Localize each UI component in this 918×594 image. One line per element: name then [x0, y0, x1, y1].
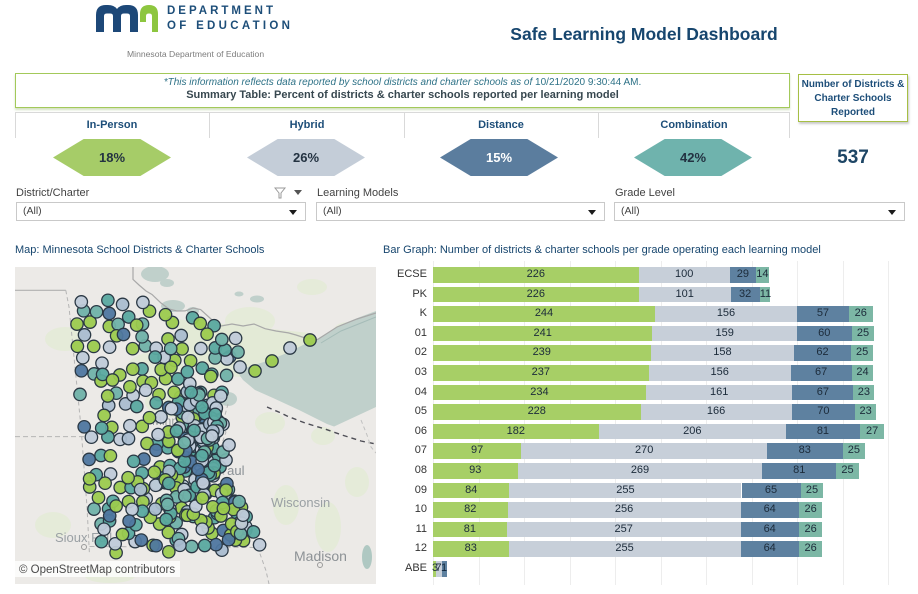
svg-text:© OpenStreetMap contributors: © OpenStreetMap contributors [19, 564, 175, 576]
svg-text:Wisconsin: Wisconsin [271, 495, 330, 510]
svg-text:Madison: Madison [294, 548, 347, 564]
